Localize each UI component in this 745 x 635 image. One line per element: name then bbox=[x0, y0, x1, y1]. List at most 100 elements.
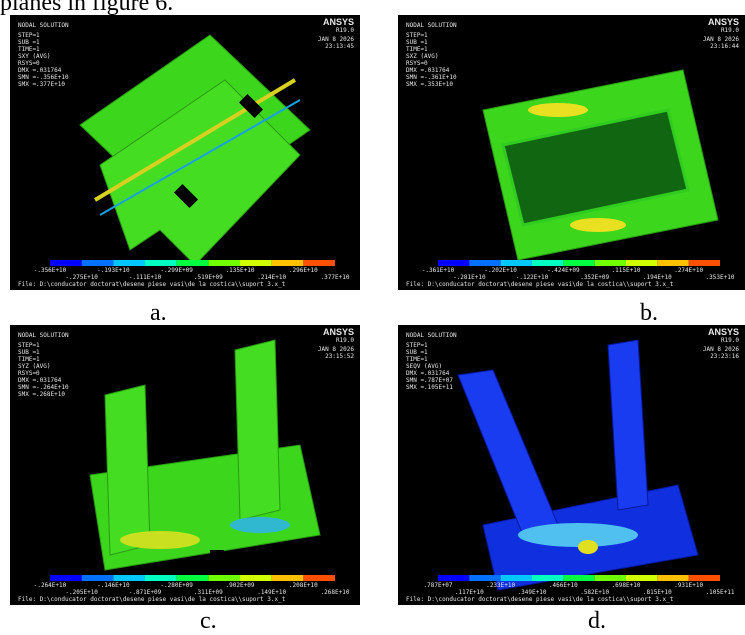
info: SMN =-.264E+10 bbox=[18, 384, 69, 391]
scale-label: .466E+10 bbox=[549, 582, 578, 589]
scale-label: -.205E+10 bbox=[65, 589, 98, 596]
info: RSYS=0 bbox=[406, 60, 428, 67]
info: TIME=1 bbox=[18, 356, 40, 363]
scale-label: .311E+09 bbox=[194, 589, 223, 596]
scale-label: .377E+10 bbox=[321, 274, 350, 281]
scale-label: -.111E+10 bbox=[129, 274, 162, 281]
info: SXZ (AVG) bbox=[406, 53, 439, 60]
info: SUB =1 bbox=[406, 349, 428, 356]
colorbar-segment bbox=[145, 260, 177, 266]
scale-label: .274E+10 bbox=[674, 267, 703, 274]
slot bbox=[585, 53, 605, 87]
scale-label: -.264E+10 bbox=[34, 582, 67, 589]
date: JAN 8 2026 bbox=[318, 36, 355, 43]
scale-label: .698E+10 bbox=[612, 582, 641, 589]
info: SXY (AVG) bbox=[18, 53, 51, 60]
scale-label: .208E+10 bbox=[289, 582, 318, 589]
upright bbox=[457, 369, 559, 536]
scale-label: -.275E+10 bbox=[65, 274, 98, 281]
colorbar-segment bbox=[113, 575, 145, 581]
version: R19.0 bbox=[721, 337, 739, 344]
colorbar-segment bbox=[303, 575, 335, 581]
colorbar-segment bbox=[113, 260, 145, 266]
colorbar-segment bbox=[81, 575, 114, 581]
info: DMX =.031764 bbox=[406, 370, 450, 377]
file-path: File: D:\conducator doctorat\desene pies… bbox=[18, 596, 286, 603]
colorbar-segment bbox=[688, 260, 720, 266]
scale-label: .353E+10 bbox=[706, 274, 735, 281]
scale-label: .296E+10 bbox=[289, 267, 318, 274]
scale-label: .149E+10 bbox=[257, 589, 286, 596]
upright bbox=[607, 339, 649, 511]
edge bbox=[93, 78, 297, 202]
scale-label: -.146E+10 bbox=[97, 582, 130, 589]
info: STEP=1 bbox=[18, 32, 40, 39]
slot bbox=[238, 93, 264, 119]
colorbar-segment bbox=[532, 260, 564, 266]
date: JAN 8 2026 bbox=[703, 346, 740, 353]
scale-label: .268E+10 bbox=[321, 589, 350, 596]
colorbar-segment bbox=[469, 575, 501, 581]
colorbar-segment bbox=[145, 575, 177, 581]
scale-label: .519E+09 bbox=[194, 274, 223, 281]
hotspot bbox=[570, 218, 626, 232]
scale-label: .117E+10 bbox=[455, 589, 484, 596]
colorbar-segment bbox=[469, 260, 501, 266]
colorbar-segment bbox=[438, 575, 470, 581]
scale-label: -.871E+09 bbox=[129, 589, 162, 596]
logo: ANSYS bbox=[323, 327, 354, 337]
info: SEQV (AVG) bbox=[406, 363, 442, 370]
scale-label: -.281E+10 bbox=[453, 274, 486, 281]
title: NODAL SOLUTION bbox=[18, 22, 69, 29]
info: SYZ (AVG) bbox=[18, 363, 51, 370]
scale-label: .214E+10 bbox=[257, 274, 286, 281]
hotspot bbox=[528, 103, 588, 117]
hotspot bbox=[120, 531, 200, 549]
scale-label: .194E+10 bbox=[643, 274, 672, 281]
info: SMN =-.361E+10 bbox=[406, 74, 457, 81]
colorbar-segment bbox=[50, 260, 82, 266]
info: SMX =.268E+10 bbox=[18, 391, 65, 398]
channel bbox=[501, 108, 690, 227]
colorbar-segment bbox=[626, 575, 658, 581]
file-path: File: D:\conducator doctorat\desene pies… bbox=[406, 281, 674, 288]
colorbar-segment bbox=[208, 260, 240, 266]
colorbar-segment bbox=[657, 260, 689, 266]
scale-label: .815E+10 bbox=[643, 589, 672, 596]
colorbar-segment bbox=[271, 260, 304, 266]
scale-label: .349E+10 bbox=[518, 589, 547, 596]
hotspot bbox=[230, 517, 290, 533]
file-path: File: D:\conducator doctorat\desene pies… bbox=[406, 596, 674, 603]
colorbar-segment bbox=[50, 575, 82, 581]
panel-label: a. bbox=[150, 300, 167, 326]
info: RSYS=0 bbox=[18, 370, 40, 377]
colorbar-segment bbox=[688, 575, 720, 581]
title: NODAL SOLUTION bbox=[406, 22, 457, 29]
scale-label: -.280E+09 bbox=[160, 582, 193, 589]
time: 23:13:45 bbox=[325, 43, 354, 50]
scale-label: .931E+10 bbox=[674, 582, 703, 589]
colorbar-segment bbox=[500, 260, 532, 266]
scale-label: .352E+09 bbox=[580, 274, 609, 281]
scale-label: .787E+07 bbox=[424, 582, 453, 589]
info: STEP=1 bbox=[18, 342, 40, 349]
slot bbox=[210, 550, 224, 580]
scale-label: .115E+10 bbox=[612, 267, 641, 274]
upright bbox=[104, 384, 151, 556]
scale-label: .233E+10 bbox=[486, 582, 515, 589]
info: STEP=1 bbox=[406, 32, 428, 39]
info: SUB =1 bbox=[18, 39, 40, 46]
colorbar-segment bbox=[176, 575, 209, 581]
colorbar-segment bbox=[240, 260, 272, 266]
scale-label: -.424E+09 bbox=[547, 267, 580, 274]
info: SUB =1 bbox=[18, 349, 40, 356]
colorbar-segment bbox=[271, 575, 304, 581]
info: TIME=1 bbox=[18, 46, 40, 53]
colorbar-segment bbox=[594, 575, 626, 581]
file-path: File: D:\conducator doctorat\desene pies… bbox=[18, 281, 286, 288]
colorbar-segment bbox=[500, 575, 532, 581]
